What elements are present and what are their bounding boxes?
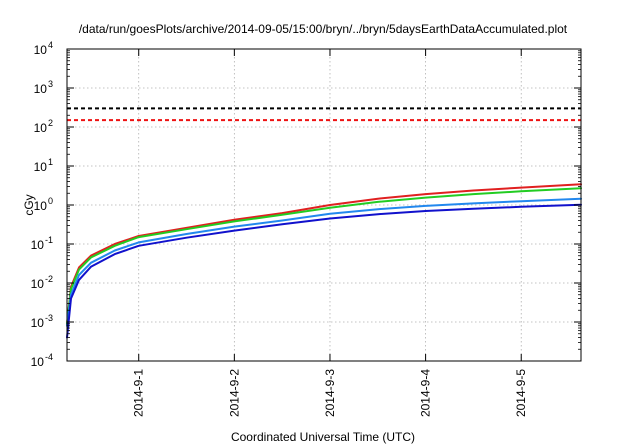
y-tick-label: 103 (34, 79, 53, 96)
chart-title: /data/run/goesPlots/archive/2014-09-05/1… (79, 22, 568, 36)
y-tick-label: 102 (34, 118, 53, 135)
threshold-lines (67, 107, 581, 122)
series-group (66, 183, 582, 339)
y-tick-exponent: 3 (48, 79, 53, 89)
x-axis-label: Coordinated Universal Time (UTC) (231, 430, 415, 444)
y-axis-label: cGy (22, 194, 36, 215)
series-line (66, 197, 582, 327)
x-tick-label: 2014-9-1 (132, 369, 146, 417)
x-tick-label: 2014-9-5 (514, 369, 528, 417)
series-line (66, 183, 582, 325)
y-tick-label: 10-2 (31, 274, 53, 291)
y-tick-label: 104 (34, 40, 53, 57)
series-line (66, 203, 582, 339)
axis-ticks (67, 48, 581, 362)
y-tick-exponent: 2 (48, 118, 53, 128)
y-tick-exponent: -4 (45, 352, 53, 362)
y-tick-label: 10-1 (31, 235, 53, 252)
y-tick-label: 10-3 (31, 313, 53, 330)
y-tick-exponent: -3 (45, 313, 53, 323)
y-tick-exponent: 4 (48, 40, 53, 50)
x-tick-label: 2014-9-3 (323, 369, 337, 417)
x-tick-label: 2014-9-2 (227, 369, 241, 417)
y-tick-label: 100 (34, 196, 53, 213)
y-tick-label: 10-4 (31, 352, 53, 369)
series-line (66, 187, 582, 325)
y-tick-exponent: -2 (45, 274, 53, 284)
grid (67, 49, 581, 361)
y-tick-exponent: -1 (45, 235, 53, 245)
y-tick-exponent: 0 (48, 196, 53, 206)
y-tick-label: 101 (34, 157, 53, 174)
y-tick-exponent: 1 (48, 157, 53, 167)
x-tick-label: 2014-9-4 (419, 369, 433, 417)
x-tick-labels: 2014-9-1 2014-9-2 2014-9-3 2014-9-4 2014-9-5 (132, 369, 529, 417)
